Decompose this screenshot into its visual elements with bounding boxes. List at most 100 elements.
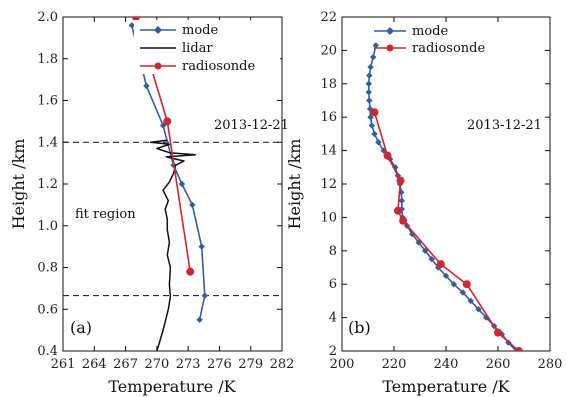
x-tick-label: 270 bbox=[144, 357, 169, 372]
data-point-radiosonde bbox=[186, 267, 195, 276]
y-tick-label: 2 bbox=[329, 344, 337, 359]
x-tick-label: 200 bbox=[330, 357, 355, 372]
y-tick-label: 6 bbox=[329, 277, 337, 292]
x-tick-label: 280 bbox=[538, 357, 563, 372]
y-tick-label: 22 bbox=[320, 10, 337, 25]
y-tick-label: 8 bbox=[329, 244, 337, 259]
data-point-mode bbox=[459, 289, 467, 296]
x-tick-label: 282 bbox=[270, 357, 295, 372]
panel-b-date: 2013-12-21 bbox=[467, 118, 542, 133]
x-tick-label: 260 bbox=[486, 357, 511, 372]
y-tick-label: 10 bbox=[320, 210, 337, 225]
data-point-mode bbox=[467, 297, 474, 305]
y-tick-label: 0.6 bbox=[37, 302, 58, 317]
panel-b-series bbox=[365, 42, 523, 351]
data-point-mode bbox=[367, 63, 374, 71]
x-tick-label: 261 bbox=[51, 357, 76, 372]
y-tick-label: 1.8 bbox=[37, 52, 58, 67]
y-tick-label: 1.4 bbox=[37, 135, 58, 150]
data-point-radiosonde bbox=[396, 176, 405, 185]
y-tick-label: 1.0 bbox=[37, 219, 58, 234]
data-point-mode bbox=[128, 22, 136, 29]
x-tick-label: 220 bbox=[382, 357, 407, 372]
series-line-mode bbox=[367, 45, 517, 351]
y-tick-label: 0.4 bbox=[37, 344, 58, 359]
data-point-radiosonde bbox=[399, 216, 408, 225]
legend-label-radiosonde: radiosonde bbox=[182, 59, 255, 74]
data-point-mode bbox=[198, 243, 205, 250]
data-point-mode bbox=[475, 306, 482, 313]
x-tick-label: 276 bbox=[207, 357, 232, 372]
series-line-radiosonde bbox=[373, 111, 520, 351]
data-point-mode bbox=[366, 105, 374, 113]
data-point-mode bbox=[371, 130, 378, 138]
y-tick-label: 2.0 bbox=[37, 10, 58, 25]
panel-b-legend: mode radiosonde bbox=[374, 24, 485, 56]
data-point-mode bbox=[201, 292, 209, 299]
panel-b-ticks bbox=[341, 16, 551, 352]
panel-a: 261 264 267 270 273 276 279 282 0.4 0.6 0.8 1.0 1.2 1… bbox=[9, 10, 294, 396]
y-tick-label: 4 bbox=[329, 311, 337, 326]
panel-b: 200 220 240 260 280 2 4 6 8 10 12 14 16 18 20 22 Temper… bbox=[285, 10, 562, 396]
data-point-radiosonde bbox=[383, 151, 392, 160]
panel-a-reference-lines bbox=[63, 141, 282, 297]
data-point-radiosonde bbox=[494, 328, 502, 337]
y-tick-label: 14 bbox=[320, 144, 337, 159]
panel-b-panel-label: (b) bbox=[348, 318, 371, 337]
panel-b-ylabel: Height /km bbox=[285, 139, 304, 230]
x-tick-label: 279 bbox=[238, 357, 263, 372]
panel-a-fit-region-label: fit region bbox=[75, 207, 136, 222]
data-point-mode bbox=[442, 272, 450, 280]
data-point-mode bbox=[372, 42, 379, 49]
y-tick-label: 18 bbox=[320, 77, 337, 92]
data-point-mode bbox=[366, 72, 373, 79]
legend-b-marker-mode bbox=[386, 27, 394, 35]
y-tick-label: 0.8 bbox=[37, 261, 58, 276]
data-point-mode bbox=[367, 114, 374, 121]
y-tick-label: 1.6 bbox=[37, 94, 58, 109]
series-line-lidar bbox=[149, 139, 197, 351]
y-tick-label: 12 bbox=[320, 177, 337, 192]
panel-a-series bbox=[128, 17, 209, 351]
y-tick-label: 20 bbox=[320, 43, 337, 58]
legend-b-label-radiosonde: radiosonde bbox=[412, 41, 485, 56]
data-point-radiosonde bbox=[132, 17, 140, 21]
data-point-mode bbox=[366, 97, 373, 104]
x-tick-label: 267 bbox=[113, 357, 138, 372]
panel-a-legend: mode lidar radiosonde bbox=[134, 20, 280, 74]
data-point-mode bbox=[196, 316, 203, 323]
panel-a-date: 2013-12-21 bbox=[214, 118, 289, 133]
data-point-mode bbox=[450, 281, 457, 288]
panel-b-xlabel: Temperature /K bbox=[382, 377, 510, 396]
panel-a-ylabel: Height /km bbox=[9, 139, 28, 230]
data-point-mode bbox=[428, 255, 435, 263]
data-point-mode bbox=[365, 80, 372, 87]
data-point-radiosonde bbox=[163, 117, 172, 126]
legend-label-mode: mode bbox=[182, 23, 218, 38]
data-point-radiosonde bbox=[370, 108, 379, 117]
data-point-radiosonde bbox=[462, 280, 471, 289]
data-point-radiosonde bbox=[393, 206, 402, 215]
y-tick-label: 1.2 bbox=[37, 177, 58, 192]
panel-a-tick-labels: 261 264 267 270 273 276 279 282 0.4 0.6 0.8 1.0 1.2 1… bbox=[37, 10, 294, 372]
data-point-mode bbox=[370, 53, 377, 61]
data-point-mode bbox=[189, 201, 196, 209]
legend-b-label-mode: mode bbox=[412, 24, 448, 39]
data-point-mode bbox=[375, 139, 382, 146]
legend-b-marker-radiosonde bbox=[386, 44, 394, 52]
data-point-mode bbox=[143, 82, 150, 90]
panel-a-panel-label: (a) bbox=[70, 318, 92, 337]
panel-a-xlabel: Temperature /K bbox=[108, 377, 236, 396]
x-tick-label: 240 bbox=[434, 357, 459, 372]
legend-marker-mode bbox=[154, 26, 162, 34]
data-point-mode bbox=[365, 88, 372, 96]
data-point-radiosonde bbox=[514, 347, 523, 351]
data-point-mode bbox=[368, 122, 376, 129]
data-point-radiosonde bbox=[436, 260, 445, 269]
y-tick-label: 16 bbox=[320, 110, 337, 125]
panel-b-tick-labels: 200 220 240 260 280 2 4 6 8 10 12 14 16 18 20 22 bbox=[320, 10, 562, 372]
legend-label-lidar: lidar bbox=[182, 41, 213, 56]
data-point-mode bbox=[398, 197, 405, 204]
x-tick-label: 264 bbox=[82, 357, 107, 372]
